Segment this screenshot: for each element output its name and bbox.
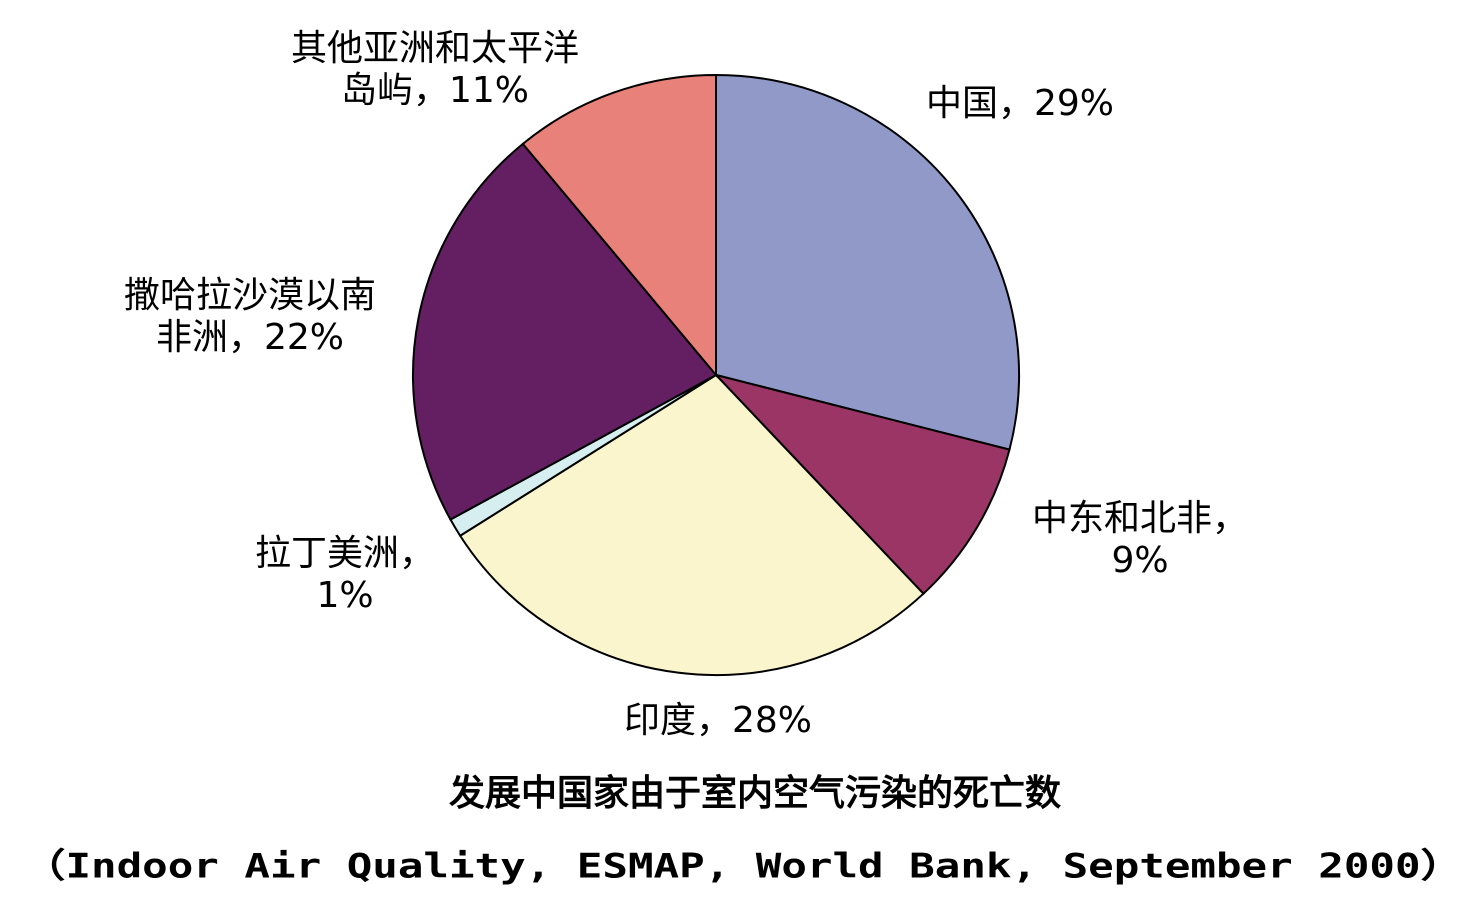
slice-label: 印度，28% [624,700,812,741]
pie-slice [715,73,1020,451]
slice-label: 其他亚洲和太平洋 [291,28,579,69]
pie-slice [412,142,718,521]
pie-slice [458,373,925,676]
pie-slice [521,73,717,378]
slice-label: 岛屿，11% [341,70,529,111]
slice-label: 中国，29% [926,83,1114,124]
chart-title: 发展中国家由于室内空气污染的死亡数 [449,773,1061,814]
slice-label: 拉丁美洲， [255,533,435,574]
slice-label: 中东和北非， [1032,498,1248,539]
slice-label: 1% [316,575,373,616]
chart-subtitle: （Indoor Air Quality, ESMAP, World Bank, … [23,847,1463,887]
pie-slice [712,373,1011,596]
slice-label: 撒哈拉沙漠以南 [124,275,376,316]
slice-label: 9% [1111,540,1168,581]
slice-label: 非洲，22% [156,317,344,358]
